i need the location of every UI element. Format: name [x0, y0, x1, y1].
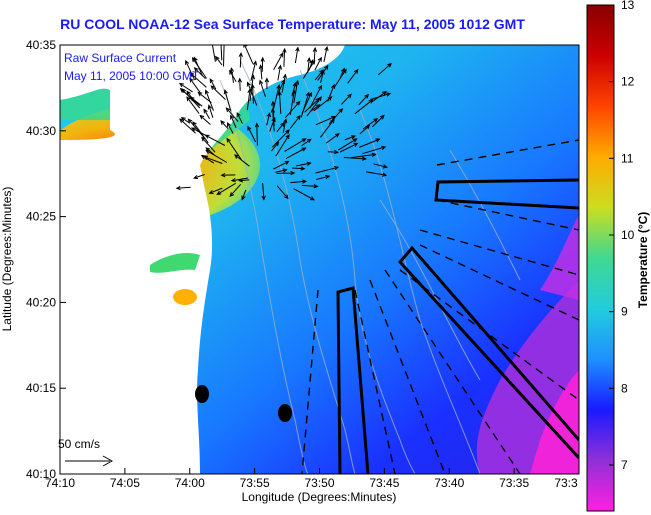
- mooring-marker: [278, 404, 292, 422]
- colorbar-tick-label: 10: [621, 228, 635, 242]
- x-tick-label: 74:10: [45, 476, 75, 490]
- radial-sector-lines: [301, 139, 579, 474]
- y-tick-label: 40:30: [26, 124, 56, 138]
- annotation-line1: Raw Surface Current: [64, 51, 177, 65]
- map-title: RU COOL NOAA-12 Sea Surface Temperature:…: [60, 16, 525, 32]
- y-axis-ticks: 40:35 40:30 40:25 40:20 40:15 40:10: [26, 38, 66, 481]
- x-tick-label: 73:35: [499, 476, 529, 490]
- colorbar-label: Temperature (°C): [636, 212, 650, 309]
- mooring-marker: [195, 385, 209, 403]
- land-mass: [60, 45, 345, 474]
- sector-outlines: [336, 178, 579, 474]
- x-tick-label: 74:00: [175, 476, 205, 490]
- colorbar: 13 12 11 10 9 8 7 Temperature (°C): [586, 0, 650, 512]
- x-axis-ticks: 74:10 74:05 74:00 73:55 73:50 73:45 73:40 73:35…: [45, 468, 580, 490]
- colorbar-gradient: [586, 4, 615, 512]
- scale-arrow: [65, 455, 114, 467]
- y-tick-label: 40:15: [26, 381, 56, 395]
- x-tick-label: 73:40: [434, 476, 464, 490]
- x-axis-label: Longitude (Degrees:Minutes): [242, 490, 397, 504]
- y-tick-label: 40:35: [26, 38, 56, 52]
- colorbar-tick-label: 12: [621, 75, 635, 89]
- colorbar-tick-label: 11: [621, 151, 634, 165]
- colorbar-tick-label: 7: [621, 458, 628, 472]
- colorbar-tick-label: 9: [621, 305, 628, 319]
- x-tick-label: 74:05: [110, 476, 140, 490]
- colorbar-tick-label: 8: [621, 381, 628, 395]
- x-tick-label: 73:50: [304, 476, 334, 490]
- colorbar-tick-label: 13: [621, 0, 635, 12]
- x-tick-label: 73:55: [240, 476, 270, 490]
- scale-label: 50 cm/s: [58, 437, 100, 451]
- bathymetry-contours: [219, 59, 521, 474]
- x-tick-label: 73:3: [554, 476, 578, 490]
- y-tick-label: 40:10: [26, 467, 56, 481]
- colorbar-ticks: 13 12 11 10 9 8 7: [609, 0, 635, 472]
- y-axis-label: Latitude (Degrees:Minutes): [0, 187, 14, 332]
- x-tick-label: 73:45: [369, 476, 399, 490]
- surface-current-vectors: [175, 45, 392, 201]
- y-tick-label: 40:20: [26, 295, 56, 309]
- y-tick-label: 40:25: [26, 210, 56, 224]
- annotation-line2: May 11, 2005 10:00 GMT: [64, 69, 200, 83]
